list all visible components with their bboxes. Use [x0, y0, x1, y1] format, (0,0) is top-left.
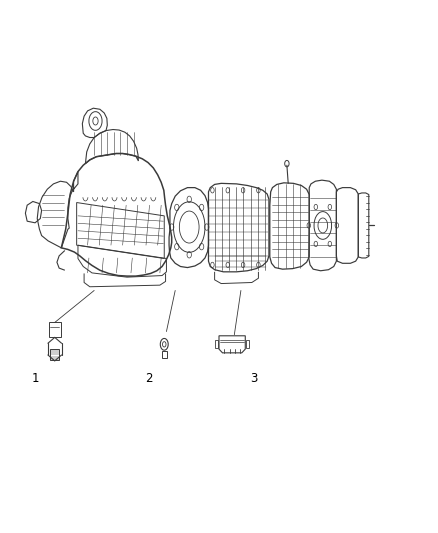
Text: 1: 1: [31, 372, 39, 385]
Text: 3: 3: [251, 372, 258, 385]
Text: 2: 2: [145, 372, 153, 385]
